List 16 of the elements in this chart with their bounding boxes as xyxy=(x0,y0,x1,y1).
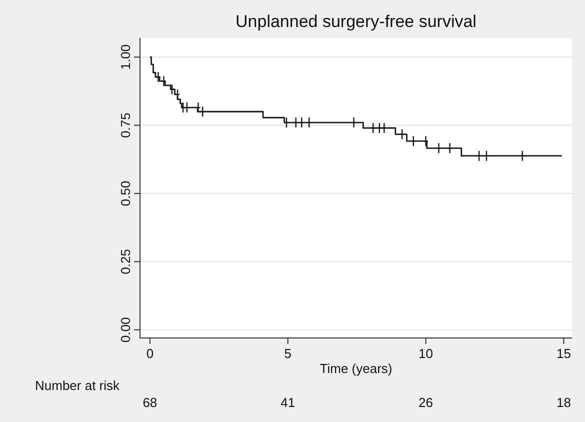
y-tick-label: 1.00 xyxy=(118,44,133,70)
y-tick-label: 0.00 xyxy=(118,317,133,342)
y-tick-label: 0.25 xyxy=(118,248,133,274)
text: 18 xyxy=(556,395,571,410)
text: 41 xyxy=(280,395,296,410)
x-tick-label: 0 xyxy=(146,346,154,361)
y-tick-label: 0.50 xyxy=(118,180,133,206)
chart-title: Unplanned surgery-free survival xyxy=(236,12,476,31)
y-tick-label: 0.75 xyxy=(118,112,133,138)
x-tick-label: 5 xyxy=(284,346,292,361)
x-tick-label: 10 xyxy=(418,346,434,361)
x-tick-label: 15 xyxy=(556,346,571,361)
text: 26 xyxy=(418,395,434,410)
text: Number at risk xyxy=(35,378,120,393)
x-axis-title: Time (years) xyxy=(320,361,392,376)
text: 68 xyxy=(142,395,158,410)
